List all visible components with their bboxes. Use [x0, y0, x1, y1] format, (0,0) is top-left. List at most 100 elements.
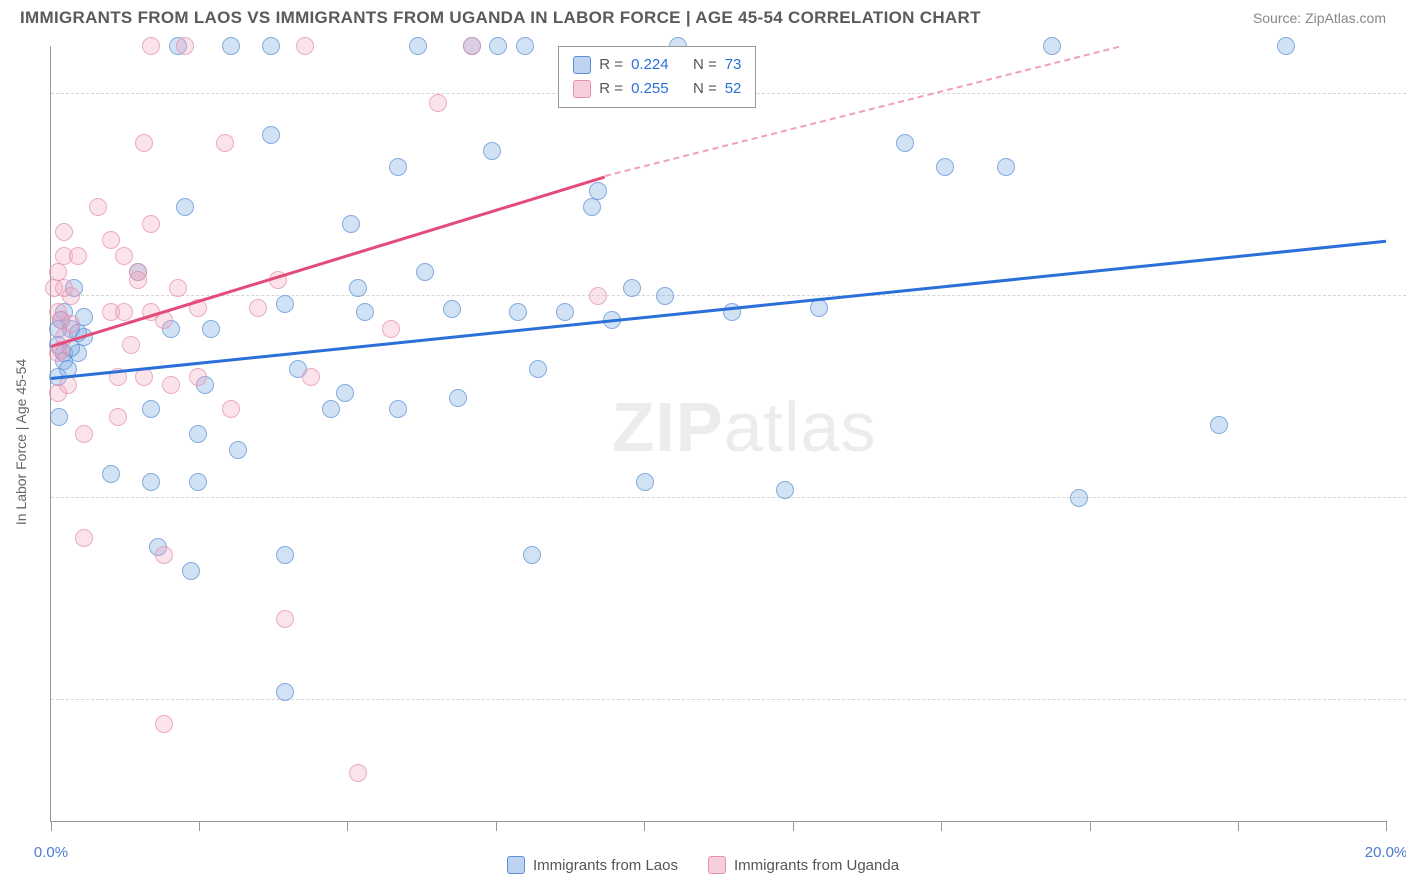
data-point	[75, 425, 93, 443]
data-point	[589, 182, 607, 200]
data-point	[463, 37, 481, 55]
source-label: Source: ZipAtlas.com	[1253, 10, 1386, 26]
data-point	[176, 198, 194, 216]
data-point	[322, 400, 340, 418]
data-point	[302, 368, 320, 386]
data-point	[589, 287, 607, 305]
data-point	[449, 389, 467, 407]
xtick	[347, 821, 348, 831]
n-label: N =	[693, 53, 717, 77]
legend-label: Immigrants from Laos	[533, 857, 678, 874]
data-point	[169, 279, 187, 297]
data-point	[623, 279, 641, 297]
chart-area: In Labor Force | Age 45-54 62.5%75.0%87.…	[50, 46, 1386, 822]
data-point	[222, 37, 240, 55]
data-point	[1210, 416, 1228, 434]
n-value: 52	[725, 77, 742, 101]
data-point	[356, 303, 374, 321]
trend-line	[51, 175, 606, 347]
data-point	[483, 142, 501, 160]
data-point	[62, 287, 80, 305]
swatch-blue-icon	[573, 56, 591, 74]
data-point	[583, 198, 601, 216]
data-point	[75, 529, 93, 547]
data-point	[142, 215, 160, 233]
series-legend: Immigrants from Laos Immigrants from Uga…	[0, 856, 1406, 874]
data-point	[276, 683, 294, 701]
data-point	[276, 295, 294, 313]
xtick	[1386, 821, 1387, 831]
swatch-pink-icon	[708, 856, 726, 874]
data-point	[142, 400, 160, 418]
xtick	[644, 821, 645, 831]
data-point	[69, 247, 87, 265]
legend-row-uganda: R = 0.255 N = 52	[573, 77, 741, 101]
correlation-legend: R = 0.224 N = 73 R = 0.255 N = 52	[558, 46, 756, 108]
data-point	[349, 764, 367, 782]
data-point	[189, 425, 207, 443]
data-point	[109, 408, 127, 426]
data-point	[389, 400, 407, 418]
data-point	[155, 546, 173, 564]
r-value: 0.224	[631, 53, 669, 77]
legend-item-laos: Immigrants from Laos	[507, 856, 678, 874]
xtick	[941, 821, 942, 831]
data-point	[249, 299, 267, 317]
data-point	[1277, 37, 1295, 55]
xtick	[496, 821, 497, 831]
chart-title: IMMIGRANTS FROM LAOS VS IMMIGRANTS FROM …	[20, 8, 981, 28]
data-point	[202, 320, 220, 338]
data-point	[1043, 37, 1061, 55]
r-value: 0.255	[631, 77, 669, 101]
data-point	[1070, 489, 1088, 507]
data-point	[296, 37, 314, 55]
plot-area: 62.5%75.0%87.5%100.0%0.0%20.0%	[51, 46, 1386, 821]
data-point	[142, 473, 160, 491]
xtick	[1090, 821, 1091, 831]
ytick-label: 100.0%	[1396, 86, 1406, 103]
data-point	[276, 610, 294, 628]
data-point	[55, 223, 73, 241]
ytick-label: 75.0%	[1396, 490, 1406, 507]
gridline	[51, 497, 1406, 498]
data-point	[997, 158, 1015, 176]
gridline	[51, 699, 1406, 700]
data-point	[262, 126, 280, 144]
data-point	[89, 198, 107, 216]
data-point	[516, 37, 534, 55]
data-point	[389, 158, 407, 176]
data-point	[523, 546, 541, 564]
data-point	[936, 158, 954, 176]
data-point	[262, 37, 280, 55]
ytick-label: 87.5%	[1396, 288, 1406, 305]
data-point	[182, 562, 200, 580]
data-point	[49, 263, 67, 281]
data-point	[529, 360, 547, 378]
xtick	[199, 821, 200, 831]
data-point	[115, 247, 133, 265]
data-point	[216, 134, 234, 152]
data-point	[189, 473, 207, 491]
data-point	[429, 94, 447, 112]
legend-row-laos: R = 0.224 N = 73	[573, 53, 741, 77]
data-point	[142, 37, 160, 55]
data-point	[443, 300, 461, 318]
data-point	[62, 315, 80, 333]
data-point	[229, 441, 247, 459]
data-point	[409, 37, 427, 55]
data-point	[342, 215, 360, 233]
data-point	[276, 546, 294, 564]
data-point	[349, 279, 367, 297]
data-point	[162, 376, 180, 394]
data-point	[135, 134, 153, 152]
xtick	[51, 821, 52, 831]
data-point	[636, 473, 654, 491]
xtick	[1238, 821, 1239, 831]
data-point	[336, 384, 354, 402]
r-label: R =	[599, 53, 623, 77]
gridline	[51, 295, 1406, 296]
data-point	[509, 303, 527, 321]
y-axis-label: In Labor Force | Age 45-54	[13, 358, 29, 524]
data-point	[122, 336, 140, 354]
data-point	[129, 271, 147, 289]
